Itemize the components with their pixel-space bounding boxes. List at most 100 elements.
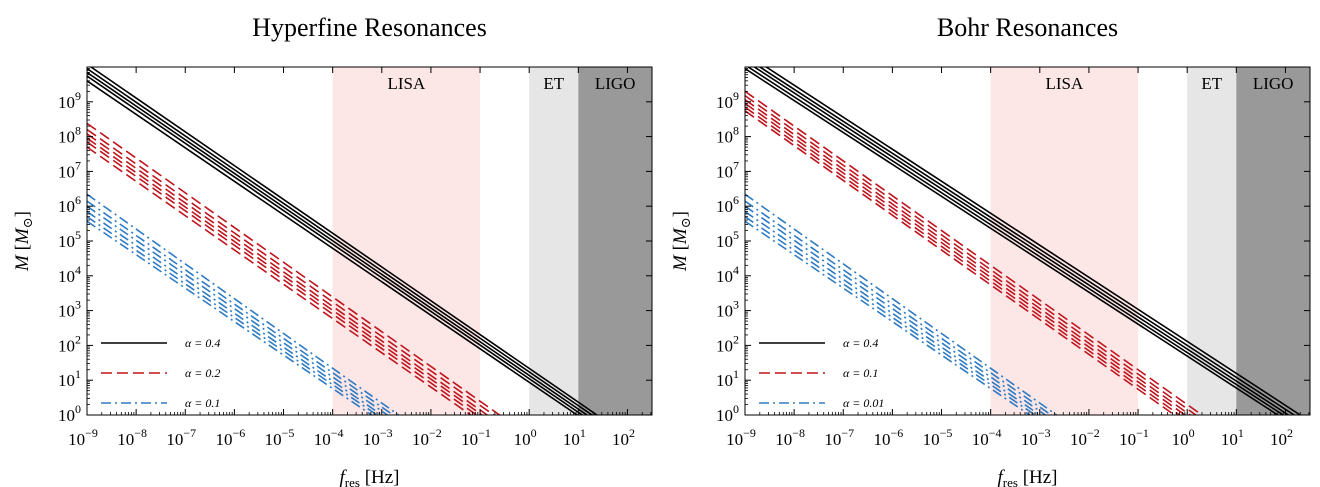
x-tick-label: 10−9 — [726, 426, 756, 449]
series-1-line-2 — [87, 67, 593, 415]
x-tick-label: 10−1 — [1119, 426, 1149, 449]
x-tick-label: 10−6 — [874, 426, 904, 449]
band-label-lisa: LISA — [387, 74, 426, 93]
series-1-line-1 — [89, 67, 598, 415]
y-tick-label: 105 — [58, 228, 81, 251]
y-tick-label: 105 — [716, 228, 739, 251]
series-3-line-1 — [745, 193, 1058, 415]
y-tick-label: 108 — [58, 124, 81, 147]
x-tick-label: 10−8 — [775, 426, 805, 449]
x-tick-label: 10−2 — [1070, 426, 1100, 449]
x-tick-label: 10−3 — [1021, 426, 1051, 449]
y-tick-label: 109 — [716, 89, 739, 112]
y-tick-label: 100 — [58, 402, 81, 425]
series-1-line-3 — [752, 67, 1289, 415]
series-3-line-5 — [745, 216, 1036, 415]
series-2-line-5 — [745, 106, 1181, 415]
y-tick-label: 109 — [58, 89, 81, 112]
x-axis-label: fres [Hz] — [997, 467, 1057, 487]
band-label-lisa: LISA — [1045, 74, 1084, 93]
y-tick-label: 106 — [58, 193, 81, 216]
series-2-line-6 — [87, 146, 472, 415]
series-2-line-2 — [87, 128, 495, 415]
series-3-line-3 — [87, 205, 388, 415]
series-3-line-6 — [745, 220, 1031, 415]
x-tick-label: 10−6 — [216, 426, 246, 449]
legend-label-2: α = 0.2 — [185, 366, 220, 380]
band-et — [529, 67, 579, 415]
y-tick-label: 108 — [716, 124, 739, 147]
x-tick-label: 10−3 — [363, 426, 393, 449]
y-tick-label: 102 — [58, 332, 81, 355]
x-tick-label: 101 — [1221, 426, 1244, 449]
y-tick-label: 104 — [58, 263, 81, 286]
x-tick-label: 10−5 — [923, 426, 953, 449]
legend-label-1: α = 0.4 — [843, 336, 878, 350]
x-tick-label: 100 — [514, 426, 537, 449]
series-3-line-5 — [87, 216, 378, 415]
y-axis-label: M [M⊙] — [670, 211, 693, 272]
series-3-line-6 — [87, 220, 373, 415]
chart-title: Bohr Resonances — [937, 13, 1118, 42]
chart-panel-2: Bohr Resonances LISA ET LIGO 10−9 10−8 10−7 10−… — [670, 13, 1311, 487]
series-2-line-1 — [87, 122, 501, 415]
x-tick-label: 10−2 — [412, 426, 442, 449]
y-tick-label: 101 — [716, 367, 739, 390]
y-tick-label: 103 — [58, 298, 81, 321]
series-2-line-6 — [745, 110, 1175, 415]
series-1-line-3 — [87, 71, 588, 415]
band-label-et: ET — [543, 74, 564, 93]
y-tick-label: 107 — [58, 158, 81, 181]
x-tick-label: 101 — [563, 426, 586, 449]
x-tick-label: 10−5 — [265, 426, 295, 449]
x-tick-label: 10−8 — [117, 426, 147, 449]
band-ligo — [1236, 67, 1310, 415]
y-tick-label: 101 — [58, 367, 81, 390]
x-tick-label: 10−4 — [314, 426, 344, 449]
series-2-line-4 — [745, 102, 1186, 415]
band-ligo — [578, 67, 652, 415]
series-3-line-1 — [87, 193, 400, 415]
series-2-line-3 — [745, 99, 1191, 415]
x-tick-label: 10−9 — [68, 426, 98, 449]
y-tick-label: 104 — [716, 263, 739, 286]
x-axis-label: fres [Hz] — [339, 467, 399, 487]
y-axis-label: M [M⊙] — [12, 211, 35, 272]
legend-label-3: α = 0.1 — [185, 396, 220, 410]
band-et — [1187, 67, 1237, 415]
legend-label-2: α = 0.1 — [843, 366, 878, 380]
chart-panel-1: Hyperfine Resonances LISA ET LIGO 10−9 10−8 10… — [12, 13, 653, 487]
series-2-line-1 — [745, 90, 1203, 415]
legend-label-3: α = 0.01 — [843, 396, 884, 410]
y-tick-label: 100 — [716, 402, 739, 425]
x-tick-label: 10−7 — [824, 426, 854, 449]
series-1-line-2 — [758, 67, 1295, 415]
series-1-line-4 — [87, 75, 583, 415]
band-label-ligo: LIGO — [1253, 74, 1294, 93]
series-1-line-5 — [87, 80, 578, 415]
series-1-line-1 — [764, 67, 1301, 415]
series-1-line-4 — [746, 67, 1284, 415]
series-2-line-2 — [745, 95, 1197, 415]
y-tick-label: 107 — [716, 158, 739, 181]
series-2-line-3 — [87, 133, 488, 415]
x-tick-label: 10−4 — [972, 426, 1002, 449]
chart-title: Hyperfine Resonances — [252, 13, 487, 42]
y-tick-label: 103 — [716, 298, 739, 321]
series-3-line-2 — [87, 200, 394, 415]
series-2-line-4 — [87, 137, 483, 415]
x-tick-label: 102 — [612, 426, 635, 449]
x-tick-label: 10−1 — [461, 426, 491, 449]
band-label-ligo: LIGO — [595, 74, 636, 93]
band-lisa — [332, 67, 481, 415]
y-tick-label: 106 — [716, 193, 739, 216]
series-1-line-5 — [745, 67, 1279, 415]
x-tick-label: 100 — [1172, 426, 1195, 449]
series-3-line-3 — [745, 205, 1046, 415]
series-3-line-2 — [745, 200, 1052, 415]
x-tick-label: 102 — [1270, 426, 1293, 449]
band-label-et: ET — [1201, 74, 1222, 93]
legend-label-1: α = 0.4 — [185, 336, 220, 350]
x-tick-label: 10−7 — [166, 426, 196, 449]
